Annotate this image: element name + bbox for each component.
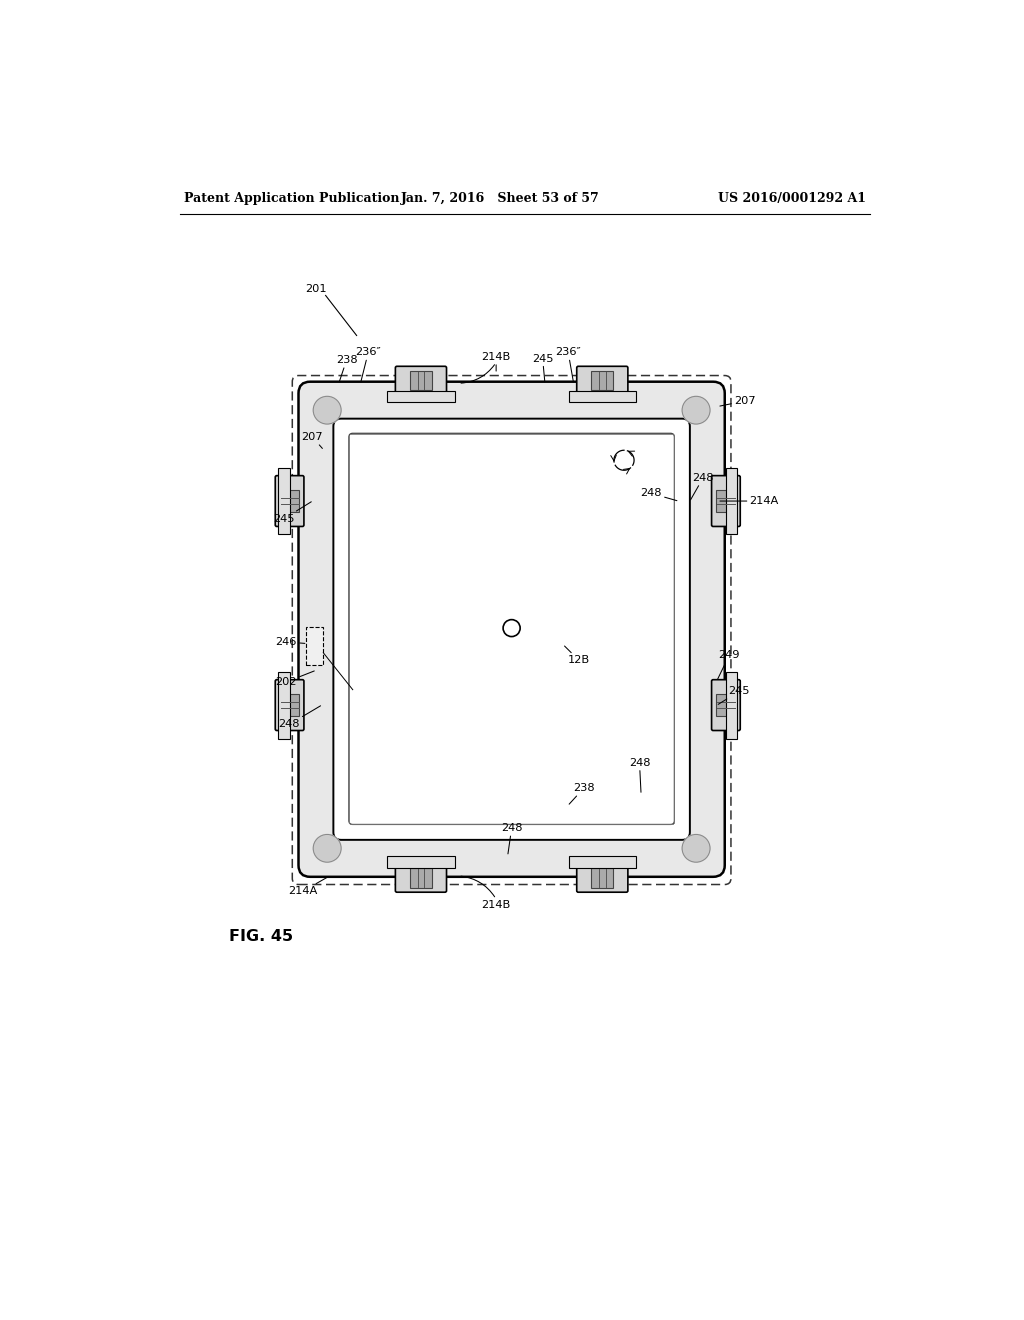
Bar <box>411 869 432 887</box>
Bar <box>280 694 299 715</box>
Text: 238: 238 <box>569 783 595 804</box>
FancyBboxPatch shape <box>577 863 628 892</box>
Circle shape <box>682 834 710 862</box>
Text: 201: 201 <box>305 284 327 294</box>
Text: 245: 245 <box>273 502 311 524</box>
FancyBboxPatch shape <box>712 680 740 730</box>
Bar <box>387 857 455 867</box>
Bar <box>716 490 735 512</box>
Bar <box>716 694 735 715</box>
FancyBboxPatch shape <box>334 418 690 840</box>
Text: 214B: 214B <box>481 352 511 371</box>
Bar <box>279 467 290 535</box>
Bar <box>568 391 636 403</box>
Bar <box>726 672 737 738</box>
Circle shape <box>313 834 341 862</box>
FancyBboxPatch shape <box>395 367 446 395</box>
Text: 248: 248 <box>690 473 714 500</box>
Bar <box>279 672 290 738</box>
Text: Patent Application Publication: Patent Application Publication <box>183 191 399 205</box>
Bar <box>280 490 299 512</box>
Text: 236″: 236″ <box>355 347 381 381</box>
Text: 248: 248 <box>629 758 650 792</box>
Bar <box>387 391 455 403</box>
Text: 214A: 214A <box>720 496 779 506</box>
Text: 248: 248 <box>279 706 321 730</box>
Text: 236″: 236″ <box>555 347 581 381</box>
Text: 214B: 214B <box>481 900 511 911</box>
Bar <box>306 627 324 665</box>
Text: 202: 202 <box>275 671 314 686</box>
FancyBboxPatch shape <box>577 367 628 395</box>
Text: 248: 248 <box>640 488 677 500</box>
Text: 214A: 214A <box>288 876 329 896</box>
FancyBboxPatch shape <box>275 680 304 730</box>
Circle shape <box>313 396 341 424</box>
Text: 207: 207 <box>302 432 324 449</box>
FancyBboxPatch shape <box>395 863 446 892</box>
Text: US 2016/0001292 A1: US 2016/0001292 A1 <box>718 191 866 205</box>
Bar <box>592 869 613 887</box>
Text: 245: 245 <box>531 354 553 381</box>
FancyBboxPatch shape <box>349 433 675 825</box>
Circle shape <box>682 396 710 424</box>
Text: 249: 249 <box>718 649 740 680</box>
FancyBboxPatch shape <box>712 475 740 527</box>
FancyBboxPatch shape <box>275 475 304 527</box>
Bar <box>726 467 737 535</box>
Text: 238: 238 <box>336 355 357 381</box>
Text: Jan. 7, 2016   Sheet 53 of 57: Jan. 7, 2016 Sheet 53 of 57 <box>400 191 599 205</box>
Text: 12B: 12B <box>564 645 590 665</box>
Text: FIG. 45: FIG. 45 <box>228 928 293 944</box>
Text: 248: 248 <box>501 824 522 854</box>
Text: 207: 207 <box>720 396 756 407</box>
Bar <box>568 857 636 867</box>
Bar <box>411 371 432 391</box>
FancyBboxPatch shape <box>299 381 725 876</box>
Bar <box>592 371 613 391</box>
Text: 246: 246 <box>275 638 305 647</box>
Text: 245: 245 <box>718 686 751 705</box>
